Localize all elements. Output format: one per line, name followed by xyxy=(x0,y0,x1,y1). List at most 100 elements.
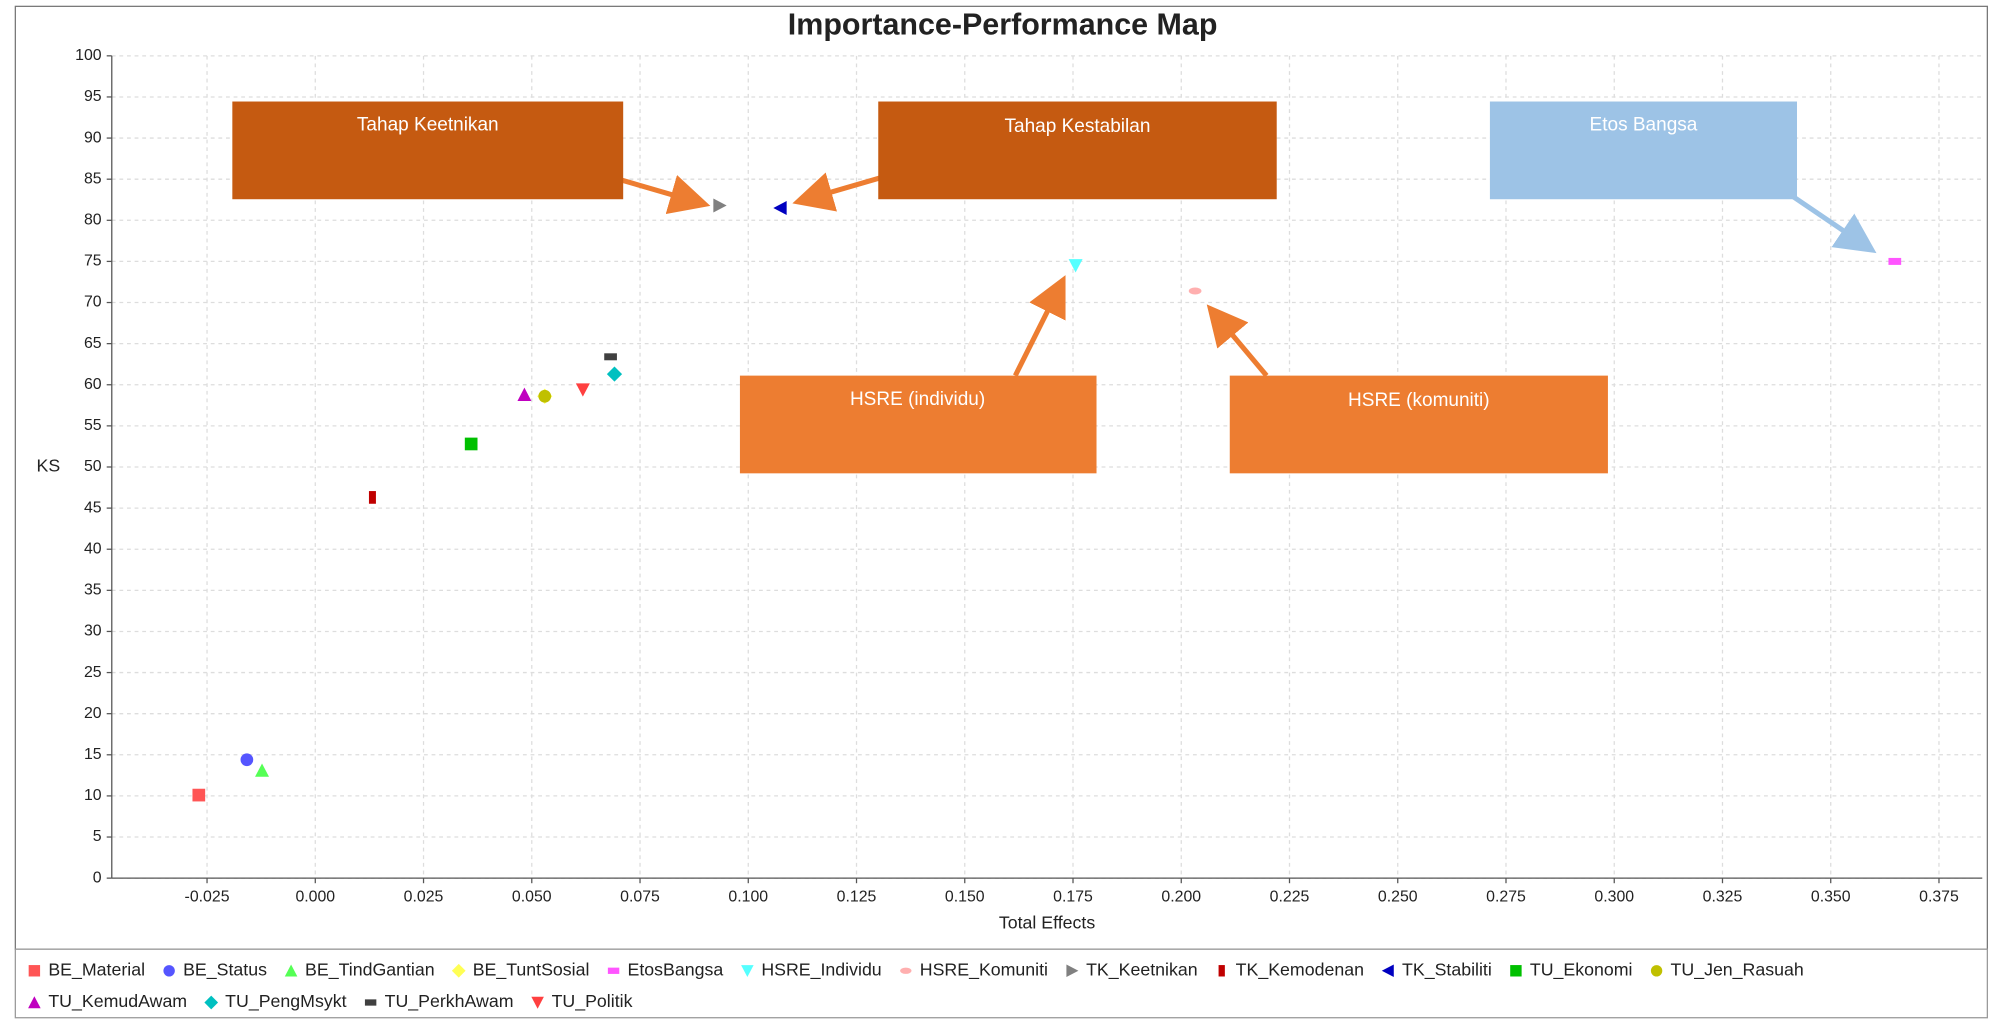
legend-marker xyxy=(1218,965,1225,977)
legend-label: TU_Jen_Rasuah xyxy=(1671,959,1804,980)
legend-marker xyxy=(284,964,298,977)
y-tick-label: 65 xyxy=(84,335,102,352)
y-tick-label: 60 xyxy=(84,376,102,393)
x-tick-label: 0.225 xyxy=(1270,888,1310,905)
x-tick-label: 0.350 xyxy=(1811,888,1851,905)
y-tick-label: 35 xyxy=(84,582,102,599)
data-point xyxy=(1188,287,1202,295)
x-tick-label: -0.025 xyxy=(185,888,230,905)
x-tick-label: 0.075 xyxy=(620,888,660,905)
legend-label: TU_PerkhAwam xyxy=(385,991,514,1012)
legend-item: TK_Stabiliti xyxy=(1381,959,1492,980)
legend-item: BE_TuntSosial xyxy=(451,959,590,980)
y-tick-label: 45 xyxy=(84,499,102,516)
chart-title: Importance-Performance Map xyxy=(788,8,1218,42)
annotation-text: Tahap Keetnikan xyxy=(357,115,499,136)
legend-marker xyxy=(531,996,544,1009)
y-tick-label: 0 xyxy=(93,869,102,886)
data-point xyxy=(192,788,206,802)
data-point xyxy=(1888,257,1902,265)
x-tick-label: 0.175 xyxy=(1053,888,1093,905)
legend-marker xyxy=(364,999,377,1006)
data-point xyxy=(368,491,376,504)
legend-item: BE_TindGantian xyxy=(284,959,435,980)
arrow xyxy=(1791,194,1877,254)
annotation-text: HSRE (komuniti) xyxy=(1348,390,1490,411)
x-tick-label: 0.125 xyxy=(837,888,877,905)
legend-item: HSRE_Individu xyxy=(741,959,882,980)
legend-item: TK_Keetnikan xyxy=(1066,959,1198,980)
x-tick-label: 0.100 xyxy=(728,888,768,905)
legend-item: TU_Ekonomi xyxy=(1510,959,1632,980)
legend-frame xyxy=(14,948,1988,1019)
data-point xyxy=(517,387,532,401)
arrow xyxy=(621,175,711,215)
y-tick-label: 95 xyxy=(84,88,102,105)
legend-marker xyxy=(1510,965,1522,977)
y-tick-label: 25 xyxy=(84,664,102,681)
legend-marker xyxy=(163,965,175,977)
data-point xyxy=(713,198,727,213)
legend-marker xyxy=(28,996,41,1009)
x-tick-label: 0.150 xyxy=(945,888,985,905)
legend-item: TU_PerkhAwam xyxy=(364,991,514,1012)
x-tick-label: 0.000 xyxy=(295,888,335,905)
y-tick-label: 90 xyxy=(84,129,102,146)
x-tick-label: 0.050 xyxy=(512,888,552,905)
data-point xyxy=(604,353,617,361)
legend-marker xyxy=(607,967,620,974)
y-tick-label: 30 xyxy=(84,623,102,640)
x-tick-label: 0.375 xyxy=(1919,888,1959,905)
data-point xyxy=(606,366,623,382)
legend-marker xyxy=(451,963,466,978)
legend-item: HSRE_Komuniti xyxy=(900,959,1048,980)
legend-label: BE_TuntSosial xyxy=(473,959,590,980)
y-tick-label: 55 xyxy=(84,417,102,434)
data-point xyxy=(538,389,552,403)
legend-marker xyxy=(1066,964,1079,978)
y-tick-label: 75 xyxy=(84,253,102,270)
y-tick-label: 85 xyxy=(84,170,102,187)
legend-item: TU_KemudAwam xyxy=(28,991,187,1012)
y-tick-label: 10 xyxy=(84,787,102,804)
y-tick-label: 5 xyxy=(93,828,102,845)
y-tick-label: 70 xyxy=(84,294,102,311)
x-axis-label: Total Effects xyxy=(999,913,1095,933)
legend-item: TU_Jen_Rasuah xyxy=(1650,959,1804,980)
data-point xyxy=(773,200,787,215)
arrow xyxy=(1013,275,1066,377)
arrow xyxy=(1206,304,1269,378)
data-point xyxy=(575,383,590,397)
legend-marker xyxy=(1650,965,1663,977)
legend-marker xyxy=(1381,964,1394,978)
legend-label: TU_PengMsykt xyxy=(225,991,346,1012)
legend-label: TU_Politik xyxy=(552,991,633,1012)
annotation-box xyxy=(232,101,624,200)
x-tick-label: 0.275 xyxy=(1486,888,1526,905)
data-point xyxy=(240,753,254,767)
data-point xyxy=(1068,259,1083,273)
y-tick-label: 40 xyxy=(84,540,102,557)
annotations: Tahap Keetnikan Tahap Kestabilan Etos Ba… xyxy=(232,101,1877,474)
annotation-text: Etos Bangsa xyxy=(1590,115,1698,136)
y-tick-label: 15 xyxy=(84,746,102,763)
legend-item: TU_PengMsykt xyxy=(204,991,347,1012)
legend-label: BE_TindGantian xyxy=(305,959,435,980)
legend-label: TK_Kemodenan xyxy=(1236,959,1364,980)
legend-marker xyxy=(900,967,912,974)
annotation-box xyxy=(1229,375,1608,474)
legend: BE_Material BE_Status BE_TindGantian BE_Tun… xyxy=(28,959,1804,1012)
x-tick-label: 0.325 xyxy=(1703,888,1743,905)
annotation-box xyxy=(878,101,1277,200)
y-tick-label: 100 xyxy=(75,47,102,64)
data-point xyxy=(255,763,270,777)
legend-label: TK_Stabiliti xyxy=(1402,959,1492,980)
x-tick-label: 0.200 xyxy=(1161,888,1201,905)
legend-item: BE_Material xyxy=(28,959,145,980)
legend-item: BE_Status xyxy=(163,959,267,980)
y-tick-label: 20 xyxy=(84,705,102,722)
legend-marker xyxy=(28,965,41,977)
legend-item: TK_Kemodenan xyxy=(1218,959,1364,980)
annotation-text: Tahap Kestabilan xyxy=(1005,116,1151,137)
